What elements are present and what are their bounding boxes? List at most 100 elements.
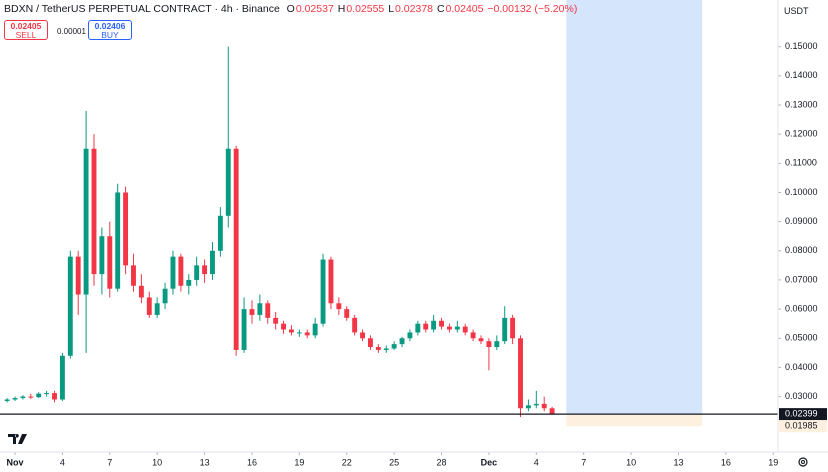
candle: [123, 186, 129, 275]
candle-body: [233, 148, 239, 350]
tradingview-logo: [8, 434, 27, 444]
candle-body: [423, 323, 429, 330]
y-tick-label: 0.04000: [785, 362, 818, 372]
y-tick-label: 0.13000: [785, 99, 818, 109]
candle: [446, 323, 452, 333]
x-tick-label: 28: [437, 457, 447, 467]
x-tick-label: 25: [389, 457, 399, 467]
candle: [533, 390, 539, 409]
candle: [462, 323, 468, 336]
buy-label: BUY: [101, 30, 119, 40]
candle: [138, 274, 144, 304]
ohlc-label: H: [337, 3, 346, 15]
symbol-header: BDXN / TetherUS PERPETUAL CONTRACT · 4h …: [4, 3, 578, 15]
y-tick-label: 0.12000: [785, 129, 818, 139]
candle-body: [336, 303, 342, 310]
x-tick-label: 19: [768, 457, 778, 467]
candle: [454, 320, 460, 333]
x-tick-label: 10: [152, 457, 162, 467]
range-target-zone: [566, 0, 703, 415]
candle: [399, 336, 405, 348]
candle: [478, 335, 484, 345]
candle: [249, 300, 255, 324]
candle: [4, 398, 10, 403]
candle: [154, 297, 160, 318]
ohlc-value: 0.02378: [395, 3, 434, 15]
candle-body: [462, 326, 468, 333]
x-tick-label: 10: [626, 457, 636, 467]
x-tick-label: 16: [721, 457, 731, 467]
candle: [202, 259, 208, 283]
candle-body: [186, 279, 192, 286]
candle-body: [178, 256, 184, 286]
candle-body: [273, 317, 279, 324]
candle: [415, 320, 421, 336]
y-tick-label: 0.03000: [785, 391, 818, 401]
candle: [75, 250, 81, 315]
candle-body: [91, 148, 97, 275]
candle: [312, 317, 318, 339]
spread: 0.00001: [57, 27, 86, 36]
candle: [486, 338, 492, 371]
candle-body: [391, 344, 397, 349]
candle-body: [549, 408, 555, 415]
candle: [257, 294, 263, 321]
candle-body: [44, 393, 50, 395]
buy-button[interactable]: 0.02406 BUY: [88, 20, 132, 40]
x-tick-label: 19: [294, 457, 304, 467]
sell-button[interactable]: 0.02405 SELL: [4, 20, 48, 40]
sell-label: SELL: [15, 30, 37, 40]
ohlc-label: L: [388, 3, 395, 15]
candle-body: [265, 303, 271, 318]
range-stop-zone: [566, 414, 703, 427]
x-tick-label: 7: [107, 457, 112, 467]
candle: [36, 392, 42, 399]
candle: [162, 282, 168, 310]
candle: [510, 314, 516, 345]
candle-body: [510, 317, 516, 339]
candle: [549, 406, 555, 415]
x-tick-label: 16: [247, 457, 257, 467]
last-price-tag: [779, 408, 827, 421]
candle: [217, 207, 223, 257]
candle-body: [344, 309, 350, 318]
candle-body: [454, 326, 460, 330]
candle-body: [210, 250, 215, 275]
candle-body: [328, 259, 334, 304]
y-tick-label: 0.15000: [785, 41, 818, 51]
candle: [502, 306, 508, 345]
candle: [194, 256, 200, 286]
y-tick-label: 0.05000: [785, 333, 818, 343]
y-tick-label: 0.07000: [785, 274, 818, 284]
candle-body: [415, 323, 421, 333]
candle: [304, 329, 310, 339]
candle: [360, 329, 365, 342]
candle-body: [525, 405, 531, 409]
x-tick-label: Nov: [6, 457, 23, 467]
y-tick-label: 0.11000: [785, 158, 817, 168]
buy-price: 0.02406: [94, 21, 126, 31]
range-price-label: 0.01985: [785, 421, 818, 431]
candle: [20, 395, 26, 400]
x-tick-label: 13: [200, 457, 210, 467]
settings-icon[interactable]: [798, 457, 808, 467]
candle: [518, 335, 523, 418]
candle: [423, 320, 429, 333]
candle-body: [52, 393, 57, 400]
currency[interactable]: USDT: [784, 6, 809, 16]
candle-body: [138, 285, 144, 298]
candle: [352, 314, 358, 336]
candle-body: [75, 256, 81, 295]
candle: [107, 221, 113, 298]
candle-body: [439, 320, 444, 327]
x-tick-label: 4: [534, 457, 539, 467]
candle-body: [446, 326, 452, 330]
candle: [494, 335, 500, 350]
y-tick-label: 0.14000: [785, 70, 818, 80]
candle-body: [494, 341, 500, 348]
candle: [273, 312, 279, 330]
ohlc-value: 0.02555: [346, 3, 385, 15]
symbol-title: BDXN / TetherUS PERPETUAL CONTRACT · 4h …: [4, 3, 280, 15]
candle-body: [217, 215, 223, 251]
